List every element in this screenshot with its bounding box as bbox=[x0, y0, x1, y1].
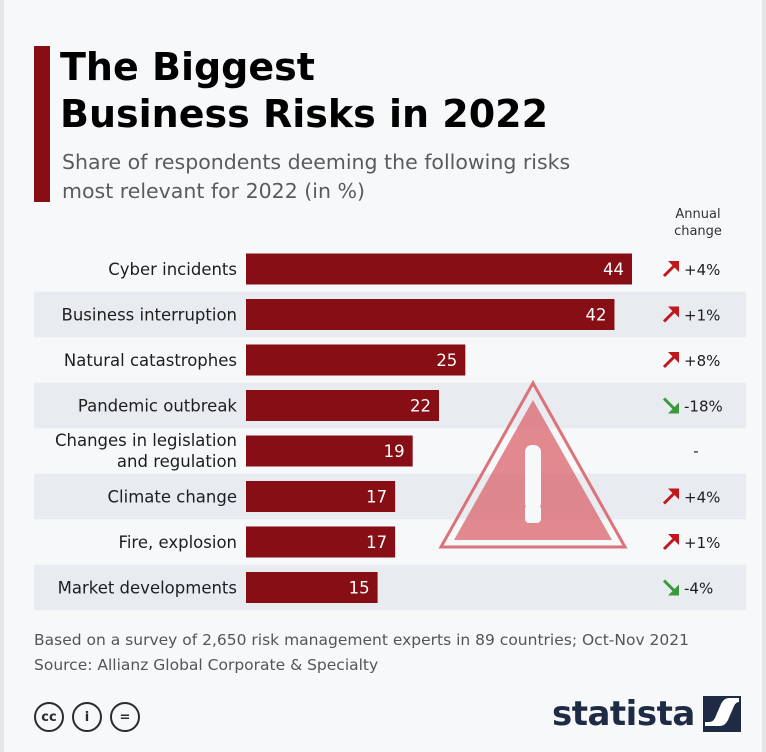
page-title: The Biggest Business Risks in 2022 bbox=[60, 44, 620, 138]
annual-change-line-2: change bbox=[674, 224, 722, 239]
labels: 44 Cyber incidents +4% 42 Business interrupt… bbox=[55, 260, 723, 598]
arrow-up-right-icon bbox=[662, 306, 679, 323]
annual-change-line-1: Annual bbox=[675, 207, 721, 222]
annual-change-header: Annual change bbox=[658, 206, 738, 240]
annual-change-value: +8% bbox=[684, 352, 720, 370]
data-label: 17 bbox=[366, 533, 387, 552]
attribution-icon[interactable]: i bbox=[72, 702, 102, 732]
annual-change-value: -18% bbox=[684, 398, 723, 416]
arrow-down-right-icon bbox=[662, 397, 679, 414]
data-label: 19 bbox=[384, 442, 405, 461]
bar bbox=[246, 253, 632, 285]
bar-chart: 44 Cyber incidents +4% 42 Business interrupt… bbox=[34, 253, 746, 611]
data-label: 22 bbox=[410, 397, 431, 416]
bars bbox=[246, 253, 632, 603]
data-label: 15 bbox=[349, 579, 370, 598]
category-label: Cyber incidents bbox=[108, 260, 237, 279]
bar bbox=[246, 390, 439, 421]
arrow-up-right-icon bbox=[662, 488, 679, 505]
title-line-2: Business Risks in 2022 bbox=[60, 92, 549, 136]
data-label: 44 bbox=[603, 260, 624, 279]
bar bbox=[246, 572, 378, 603]
annual-change-value: - bbox=[693, 442, 698, 460]
data-label: 25 bbox=[436, 351, 457, 370]
subtitle: Share of respondents deeming the followi… bbox=[62, 148, 652, 206]
annual-change-value: +4% bbox=[684, 261, 720, 279]
arrow-down-right-icon bbox=[662, 579, 679, 596]
bar bbox=[246, 344, 466, 376]
annual-change-value: +1% bbox=[684, 534, 720, 552]
annual-change-value: +1% bbox=[684, 307, 720, 325]
bar bbox=[246, 299, 615, 330]
arrow-up-right-icon bbox=[662, 261, 679, 278]
category-label: Market developments bbox=[58, 579, 237, 598]
data-label: 42 bbox=[585, 306, 606, 325]
title-accent-bar bbox=[34, 46, 50, 202]
category-label: Pandemic outbreak bbox=[78, 397, 238, 416]
subtitle-line-2: most relevant for 2022 (in %) bbox=[62, 179, 365, 203]
category-label: Business interruption bbox=[62, 306, 237, 325]
arrow-up-right-icon bbox=[662, 534, 679, 551]
title-line-1: The Biggest bbox=[60, 45, 315, 89]
annual-change-value: +4% bbox=[684, 489, 720, 507]
arrow-up-right-icon bbox=[662, 352, 679, 369]
footnote: Based on a survey of 2,650 risk manageme… bbox=[34, 628, 754, 678]
survey-note: Based on a survey of 2,650 risk manageme… bbox=[34, 631, 689, 649]
warning-triangle bbox=[438, 379, 628, 549]
cc-icon[interactable]: cc bbox=[34, 702, 64, 732]
license-icons[interactable]: cc i = bbox=[34, 702, 140, 732]
annual-change-value: -4% bbox=[684, 580, 713, 598]
category-label: Changes in legislation bbox=[55, 431, 237, 450]
row-band bbox=[34, 564, 746, 611]
logo-text: statista bbox=[552, 694, 695, 734]
category-label: Fire, explosion bbox=[119, 533, 237, 552]
category-label: Natural catastrophes bbox=[64, 351, 237, 370]
category-label: Climate change bbox=[108, 488, 237, 507]
source-note: Source: Allianz Global Corporate & Speci… bbox=[34, 656, 379, 674]
statista-mark-icon bbox=[702, 696, 741, 732]
data-label: 17 bbox=[366, 488, 387, 507]
bar bbox=[246, 526, 396, 558]
statista-logo[interactable]: statista bbox=[552, 694, 741, 734]
bar bbox=[246, 435, 413, 467]
no-derivatives-icon[interactable]: = bbox=[110, 702, 140, 732]
warning-triangle-icon bbox=[438, 379, 628, 549]
subtitle-line-1: Share of respondents deeming the followi… bbox=[62, 150, 571, 174]
bar bbox=[246, 481, 396, 512]
category-label: and regulation bbox=[117, 452, 237, 471]
